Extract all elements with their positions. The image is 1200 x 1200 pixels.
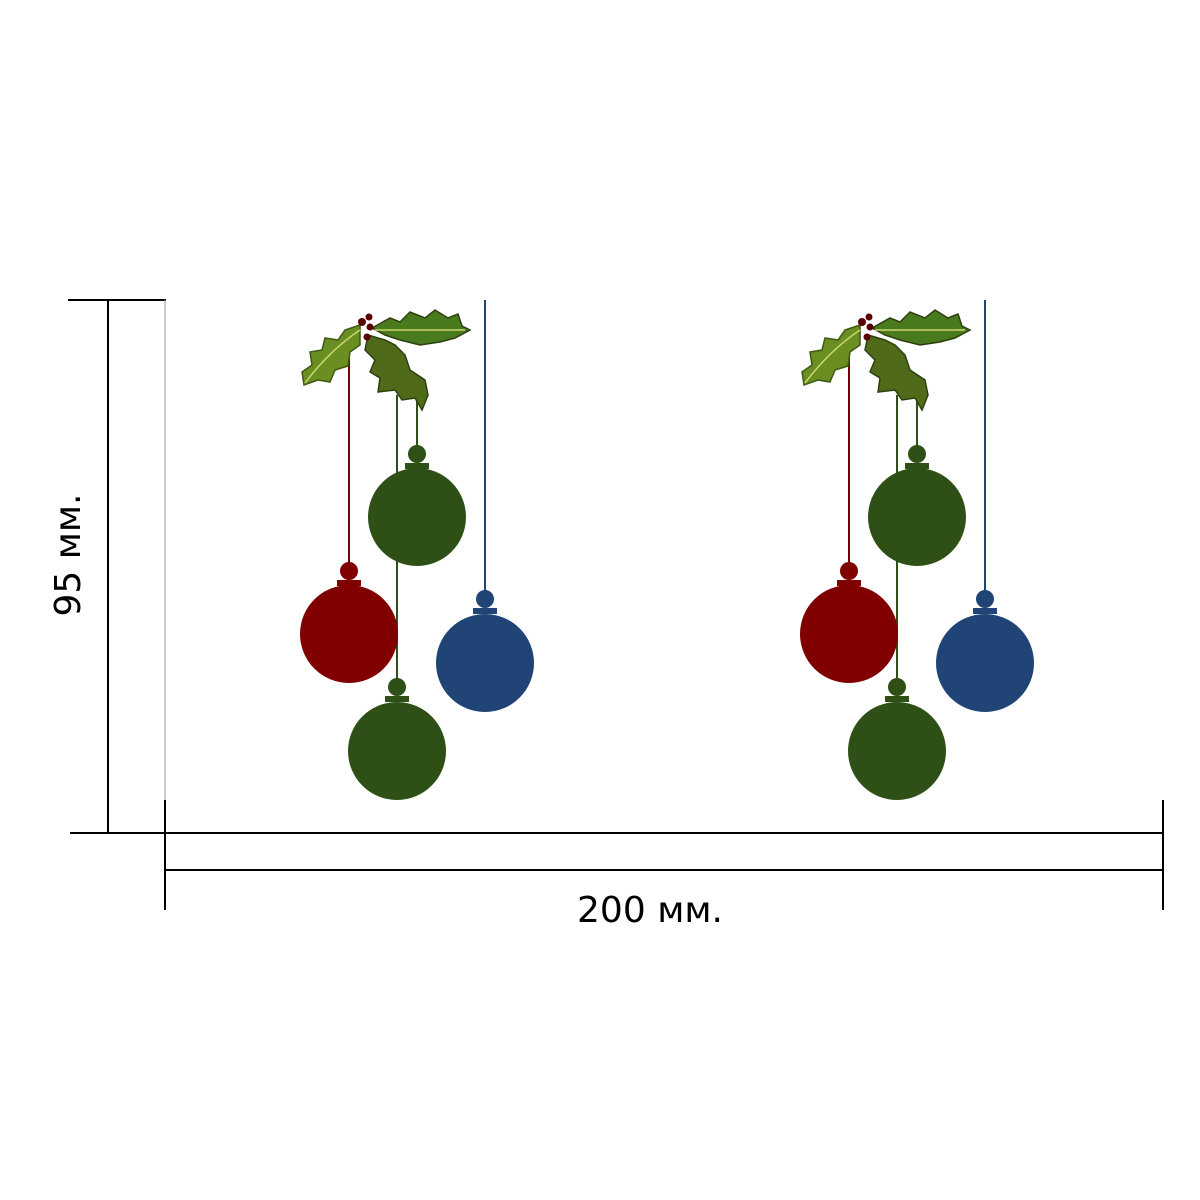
ornament-group [799, 299, 1035, 801]
width-label: 200 мм. [577, 890, 723, 931]
ornament-group [299, 299, 535, 801]
height-label: 95 мм. [48, 493, 89, 616]
